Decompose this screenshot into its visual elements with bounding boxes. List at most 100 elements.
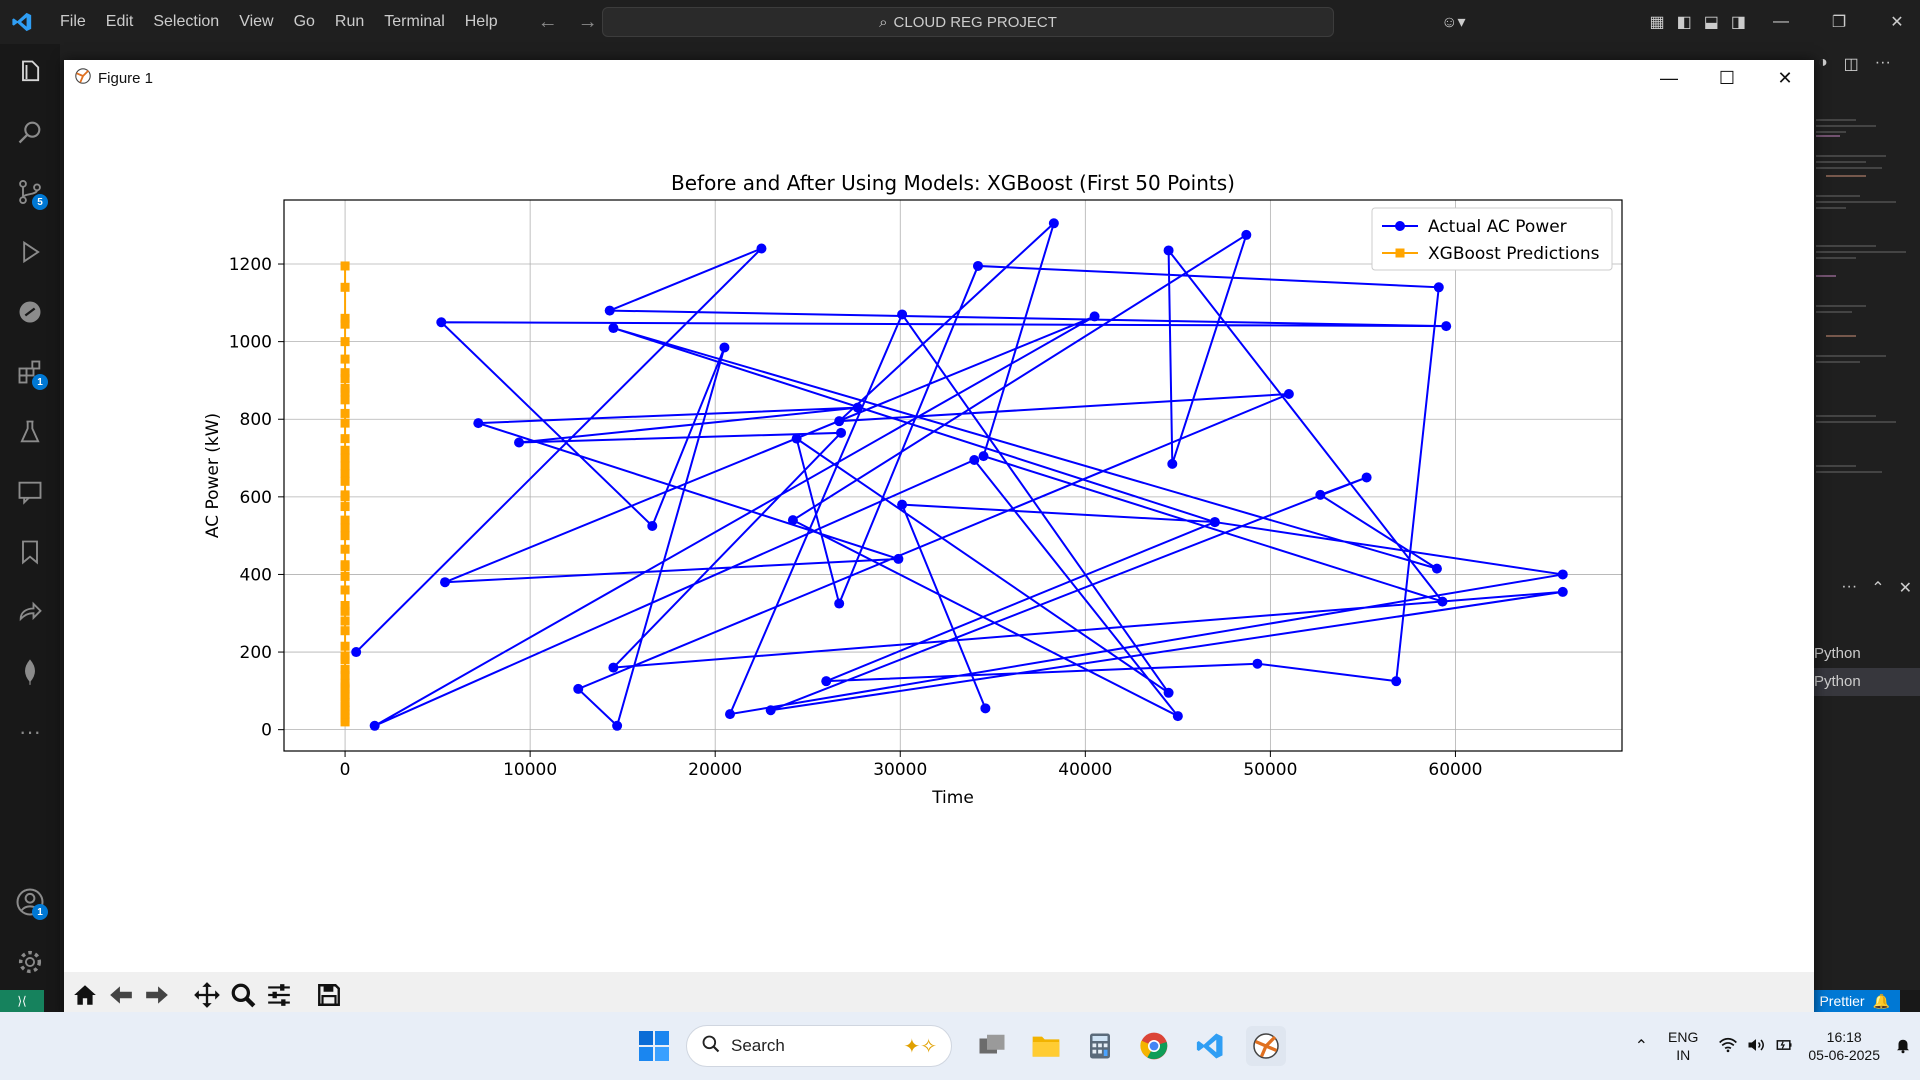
matplotlib-taskbar-icon[interactable] <box>1246 1026 1286 1066</box>
menu-view[interactable]: View <box>239 13 274 30</box>
windows-taskbar: Search ✦✧ ⌃ ENG IN 16:18 05-06 <box>0 1012 1920 1080</box>
prettier-status[interactable]: Prettier 🔔 <box>1809 990 1900 1012</box>
panel-more-icon[interactable]: ··· <box>1841 578 1858 595</box>
save-figure-icon[interactable] <box>314 980 344 1010</box>
prediction-point <box>340 395 350 405</box>
notification-center-icon[interactable] <box>1894 1036 1912 1057</box>
actual-point <box>893 553 904 564</box>
more-views-icon[interactable]: ··· <box>19 719 41 744</box>
accounts-icon[interactable]: 1 <box>10 882 50 922</box>
menu-edit[interactable]: Edit <box>105 13 134 30</box>
forward-icon[interactable] <box>142 980 172 1010</box>
actual-point <box>1315 489 1326 500</box>
legend-entry-label: Actual AC Power <box>1428 217 1567 237</box>
copilot-sparkle-icon: ✦✧ <box>903 1035 937 1058</box>
close-window-icon[interactable]: ✕ <box>1890 14 1904 31</box>
volume-icon[interactable] <box>1746 1035 1766 1058</box>
activity-bar: 5 1 ··· 1 <box>0 44 60 990</box>
vscode-taskbar-icon[interactable] <box>1190 1026 1230 1066</box>
input-language[interactable]: ENG IN <box>1668 1028 1698 1064</box>
explorer-icon[interactable] <box>10 52 50 92</box>
actual-point <box>765 705 776 716</box>
show-hidden-icons-icon[interactable]: ⌃ <box>1634 1038 1649 1055</box>
settings-gear-icon[interactable] <box>10 942 50 982</box>
back-arrow-icon[interactable]: ← <box>537 10 558 33</box>
figure-minimize-icon[interactable]: — <box>1660 67 1678 88</box>
notifications-bell-icon[interactable]: 🔔 <box>1872 992 1890 1009</box>
remote-explorer-icon[interactable] <box>10 292 50 332</box>
chat-panel-icon[interactable] <box>10 472 50 512</box>
prediction-point <box>340 337 350 347</box>
pan-move-icon[interactable] <box>192 980 222 1010</box>
battery-icon[interactable] <box>1774 1035 1794 1058</box>
windows-start-icon[interactable] <box>638 1030 670 1062</box>
legend-entry-label: XGBoost Predictions <box>1428 244 1600 264</box>
extensions-icon[interactable]: 1 <box>10 352 50 392</box>
copilot-icon[interactable]: ☺▾ <box>1441 14 1466 31</box>
nav-arrows: ← → <box>538 11 598 34</box>
terminal-tab-python-1[interactable]: Python <box>1814 645 1861 662</box>
y-tick-label: 0 <box>261 721 272 741</box>
toggle-secondary-sidebar-icon[interactable]: ◨ <box>1730 14 1746 31</box>
task-view-icon[interactable] <box>972 1026 1012 1066</box>
source-control-icon[interactable]: 5 <box>10 172 50 212</box>
minimap[interactable] <box>1816 116 1920 516</box>
menu-go[interactable]: Go <box>293 13 315 30</box>
mongodb-leaf-icon[interactable] <box>10 652 50 692</box>
testing-flask-icon[interactable] <box>10 412 50 452</box>
configure-subplots-icon[interactable] <box>264 980 294 1010</box>
split-editor-icon[interactable]: ◫ <box>1843 56 1859 73</box>
prediction-point <box>340 261 350 271</box>
panel-maximize-icon[interactable]: ⌃ <box>1871 580 1885 597</box>
prettier-label: Prettier <box>1819 993 1865 1009</box>
restore-window-icon[interactable]: ❐ <box>1831 14 1847 31</box>
bookmark-icon[interactable] <box>10 532 50 572</box>
actual-point <box>1209 517 1220 528</box>
menu-file[interactable]: File <box>60 13 86 30</box>
actual-point <box>852 402 863 413</box>
x-tick-label: 50000 <box>1243 760 1297 780</box>
open-preview-icon[interactable]: ◑ <box>1818 54 1828 71</box>
menu-selection[interactable]: Selection <box>153 13 220 30</box>
toggle-sidebar-icon[interactable]: ◧ <box>1676 14 1692 31</box>
remote-indicator-icon[interactable]: ⟩⟨ <box>0 990 44 1012</box>
figure-maximize-icon[interactable]: ☐ <box>1718 67 1736 88</box>
menu-run[interactable]: Run <box>334 13 365 30</box>
file-explorer-icon[interactable] <box>1026 1026 1066 1066</box>
figure-close-icon[interactable]: ✕ <box>1777 67 1793 88</box>
back-icon[interactable] <box>106 980 136 1010</box>
wifi-icon[interactable] <box>1718 1035 1738 1058</box>
terminal-tab-python-2[interactable]: Python <box>1814 668 1920 696</box>
run-debug-icon[interactable] <box>10 232 50 272</box>
panel-close-icon[interactable]: ✕ <box>1898 580 1912 597</box>
titlebar: File Edit Selection View Go Run Terminal… <box>0 0 1920 44</box>
chart-canvas[interactable]: 0 10000 20000 30000 40000 50000 60000 0 200 400 60… <box>64 96 1814 972</box>
chrome-icon[interactable] <box>1134 1026 1174 1066</box>
prediction-point <box>340 387 350 397</box>
taskbar-search[interactable]: Search ✦✧ <box>686 1025 952 1067</box>
actual-point <box>1391 676 1402 687</box>
clock[interactable]: 16:18 05-06-2025 <box>1808 1028 1880 1064</box>
toggle-panel-icon[interactable]: ⬓ <box>1703 14 1719 31</box>
minimize-window-icon[interactable]: — <box>1773 13 1789 30</box>
prediction-point <box>340 523 350 533</box>
search-icon[interactable] <box>10 112 50 152</box>
prediction-point <box>340 319 350 329</box>
home-icon[interactable] <box>70 980 100 1010</box>
actual-point <box>1163 245 1174 256</box>
menu-terminal[interactable]: Terminal <box>384 13 445 30</box>
actual-point <box>897 309 908 320</box>
prediction-point <box>340 373 350 383</box>
command-center-search[interactable]: ⌕ CLOUD REG PROJECT <box>602 7 1334 37</box>
prediction-point <box>340 282 350 292</box>
layout-customize-icon[interactable]: ▦ <box>1649 14 1665 31</box>
zoom-magnifier-icon[interactable] <box>228 980 258 1010</box>
actual-point <box>978 451 989 462</box>
y-tick-label: 600 <box>240 488 272 508</box>
live-share-icon[interactable] <box>10 592 50 632</box>
calculator-icon[interactable] <box>1080 1026 1120 1066</box>
figure-title: Figure 1 <box>98 69 154 87</box>
more-actions-icon[interactable]: ··· <box>1874 54 1891 71</box>
menu-help[interactable]: Help <box>464 13 498 30</box>
forward-arrow-icon[interactable]: → <box>577 10 598 33</box>
